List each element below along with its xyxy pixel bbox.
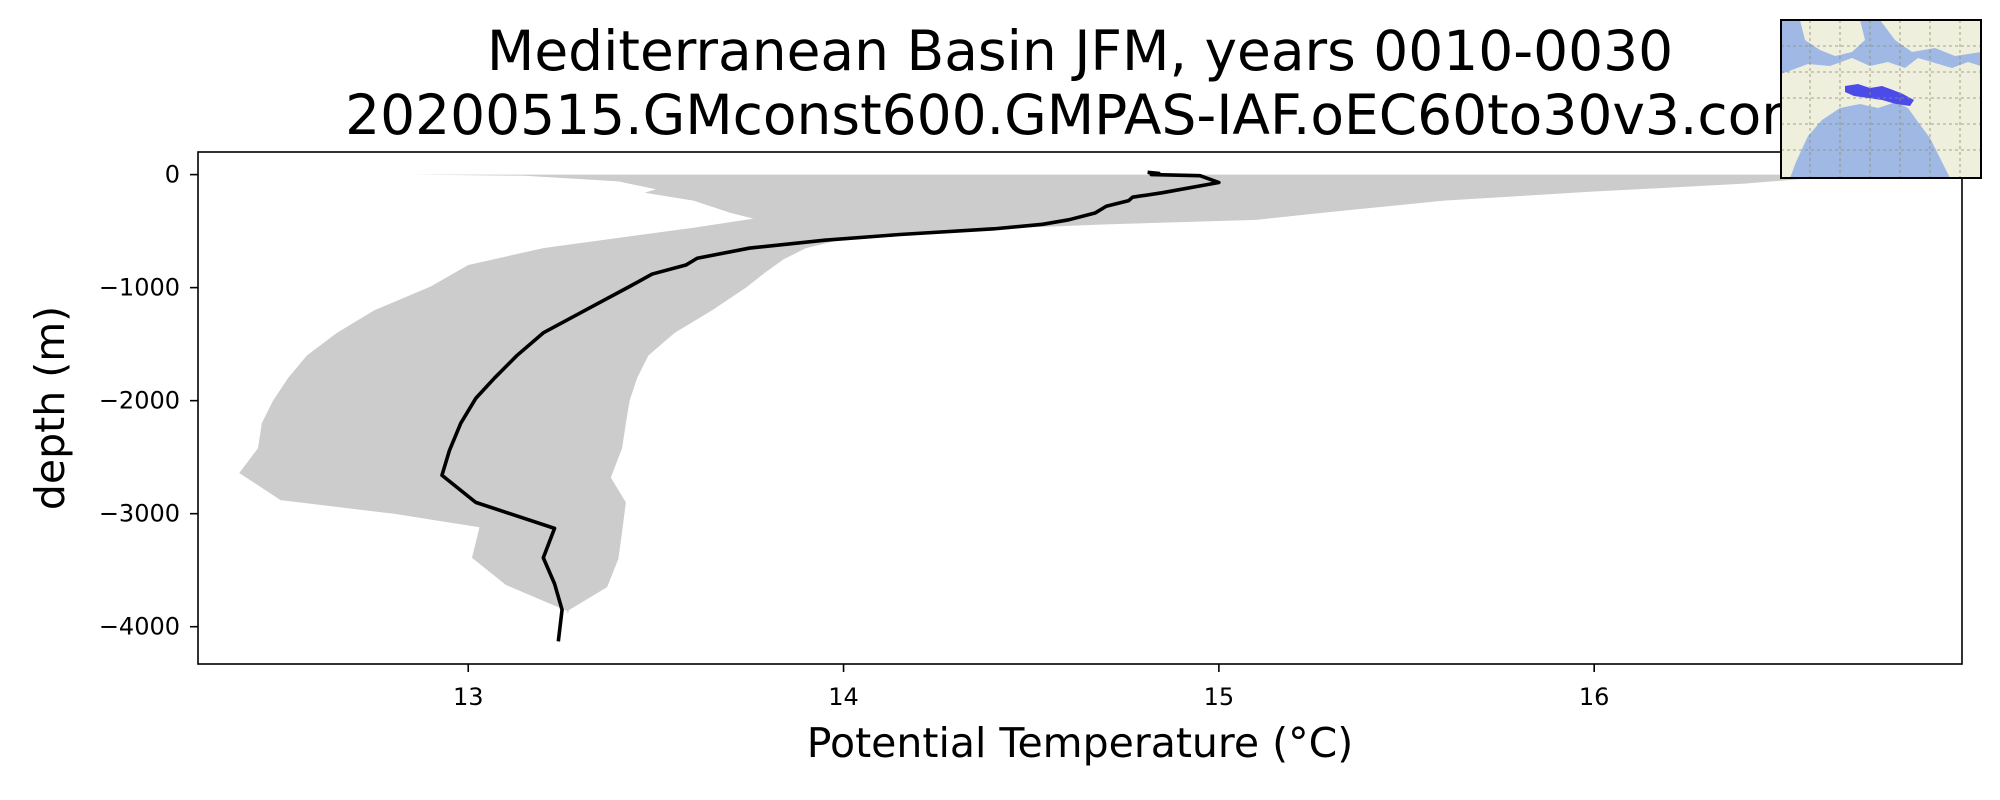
- y-axis-label: depth (m): [26, 306, 74, 510]
- x-tick-label: 15: [1204, 683, 1235, 711]
- spread-band: [239, 174, 1857, 614]
- y-tick-label: −1000: [99, 274, 180, 302]
- y-tick-label: 0: [165, 161, 180, 189]
- y-axis: 0 −1000 −2000 −3000 −4000: [99, 161, 198, 641]
- mean-line-layer: [440, 170, 1221, 642]
- map-graticule: [1781, 20, 1981, 178]
- chart-subtitle: 20200515.GMconst600.GMPAS-IAF.oEC60to30v…: [345, 83, 1815, 147]
- x-axis-label: Potential Temperature (°C): [807, 719, 1354, 767]
- map-land-asia: [1880, 20, 1981, 56]
- spread-band-layer: [239, 174, 1857, 614]
- region-map-inset: [1780, 19, 1982, 179]
- map-region-highlight: [1845, 84, 1914, 106]
- x-tick-label: 13: [453, 683, 484, 711]
- y-tick-label: −2000: [99, 387, 180, 415]
- plot-frame: [197, 151, 1963, 665]
- y-tick-label: −3000: [99, 500, 180, 528]
- chart-title: Mediterranean Basin JFM, years 0010-0030: [487, 19, 1673, 83]
- map-land-africa: [1781, 58, 1981, 178]
- map-land-europe: [1800, 20, 1865, 56]
- x-axis: 13 14 15 16: [453, 664, 1610, 711]
- x-tick-label: 16: [1579, 683, 1610, 711]
- map-frame: [1780, 19, 1982, 179]
- y-tick-label: −4000: [99, 613, 180, 641]
- x-tick-label: 14: [828, 683, 859, 711]
- mean-profile-line: [440, 170, 1221, 642]
